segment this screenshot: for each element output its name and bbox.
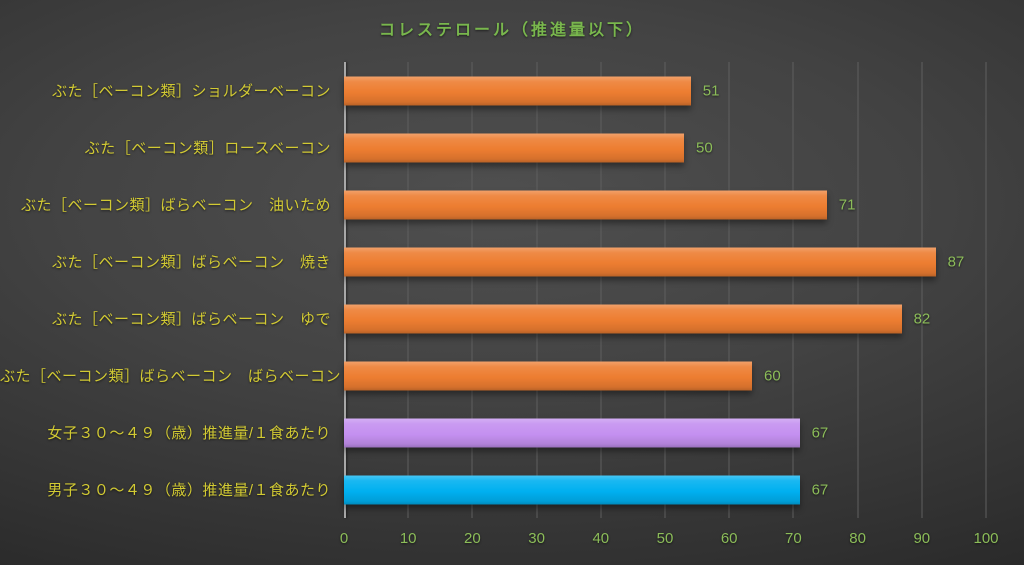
- gridline: [664, 62, 666, 518]
- value-label: 60: [764, 367, 781, 384]
- bar-orange[interactable]: [344, 76, 691, 105]
- bar-orange[interactable]: [344, 190, 827, 219]
- bar-zone: 50: [344, 119, 1024, 176]
- gridline: [471, 62, 473, 518]
- gridline: [728, 62, 730, 518]
- category-label: ぶた［ベーコン類］ばらベーコン ばらベーコン: [0, 368, 342, 385]
- category-label: ぶた［ベーコン類］ロースベーコン: [84, 140, 331, 157]
- bar-zone: 87: [344, 233, 1024, 290]
- bar-zone: 67: [344, 404, 1024, 461]
- x-tick-label: 40: [592, 530, 610, 547]
- gridline: [921, 62, 923, 518]
- bar-purple[interactable]: [344, 418, 800, 447]
- category-label: 女子３０～４９（歳）推進量/１食あたり: [47, 425, 331, 442]
- y-axis-line: [344, 62, 346, 518]
- bar-row: 女子３０～４９（歳）推進量/１食あたり 67: [0, 404, 1024, 461]
- bar-zone: 67: [344, 461, 1024, 518]
- bar-orange[interactable]: [344, 247, 936, 276]
- gridline: [792, 62, 794, 518]
- x-tick-label: 10: [399, 530, 417, 547]
- gridline: [536, 62, 538, 518]
- bar-zone: 51: [344, 62, 1024, 119]
- bar-row: ぶた［ベーコン類］ショルダーベーコン 51: [0, 62, 1024, 119]
- bar-row: ぶた［ベーコン類］ロースベーコン 50: [0, 119, 1024, 176]
- gridline: [985, 62, 987, 518]
- value-label: 50: [696, 139, 713, 156]
- category-label: ぶた［ベーコン類］ばらベーコン 焼き: [51, 254, 331, 271]
- bar-blue[interactable]: [344, 475, 800, 504]
- x-tick-label: 0: [339, 530, 349, 547]
- x-tick-label: 60: [720, 530, 738, 547]
- value-label: 82: [913, 310, 931, 327]
- category-label: 男子３０～４９（歳）推進量/１食あたり: [47, 482, 331, 499]
- bar-row: ぶた［ベーコン類］ばらベーコン 焼き 87: [0, 233, 1024, 290]
- value-label: 51: [702, 82, 720, 99]
- bar-rows: ぶた［ベーコン類］ショルダーベーコン 51 ぶた［ベーコン類］ロースベーコン 50 ぶた…: [0, 62, 1024, 518]
- bar-row: ぶた［ベーコン類］ばらベーコン ばらベーコン 60: [0, 347, 1024, 404]
- x-tick-label: 30: [528, 530, 545, 547]
- grid-layer: [344, 62, 987, 518]
- bar-row: ぶた［ベーコン類］ばらベーコン ゆで 82: [0, 290, 1024, 347]
- bar-orange[interactable]: [344, 304, 902, 333]
- bar-zone: 71: [344, 176, 1024, 233]
- x-tick-label: 90: [913, 530, 931, 547]
- bar-zone: 82: [344, 290, 1024, 347]
- gridline: [407, 62, 409, 518]
- bar-orange[interactable]: [344, 361, 752, 390]
- gridline: [857, 62, 859, 518]
- gridline: [600, 62, 602, 518]
- x-tick-label: 50: [656, 530, 674, 547]
- chart-title: コレステロール（推進量以下）: [378, 22, 645, 39]
- x-tick-label: 20: [464, 530, 481, 547]
- category-label: ぶた［ベーコン類］ショルダーベーコン: [51, 83, 331, 100]
- x-tick-label: 80: [849, 530, 866, 547]
- value-label: 87: [947, 253, 965, 270]
- value-label: 67: [811, 424, 829, 441]
- bar-row: ぶた［ベーコン類］ばらベーコン 油いため 71: [0, 176, 1024, 233]
- bar-zone: 60: [344, 347, 1024, 404]
- category-label: ぶた［ベーコン類］ばらベーコン ゆで: [51, 311, 331, 328]
- x-tick-label: 70: [785, 530, 802, 547]
- bar-orange[interactable]: [344, 133, 684, 162]
- category-label: ぶた［ベーコン類］ばらベーコン 油いため: [20, 197, 331, 214]
- x-tick-label: 100: [973, 530, 999, 547]
- bar-row: 男子３０～４９（歳）推進量/１食あたり 67: [0, 461, 1024, 518]
- value-label: 71: [838, 196, 856, 213]
- x-axis-ticks: 0 10 20 30 40 50 60 70 80 90 100: [340, 530, 999, 552]
- value-label: 67: [811, 481, 829, 498]
